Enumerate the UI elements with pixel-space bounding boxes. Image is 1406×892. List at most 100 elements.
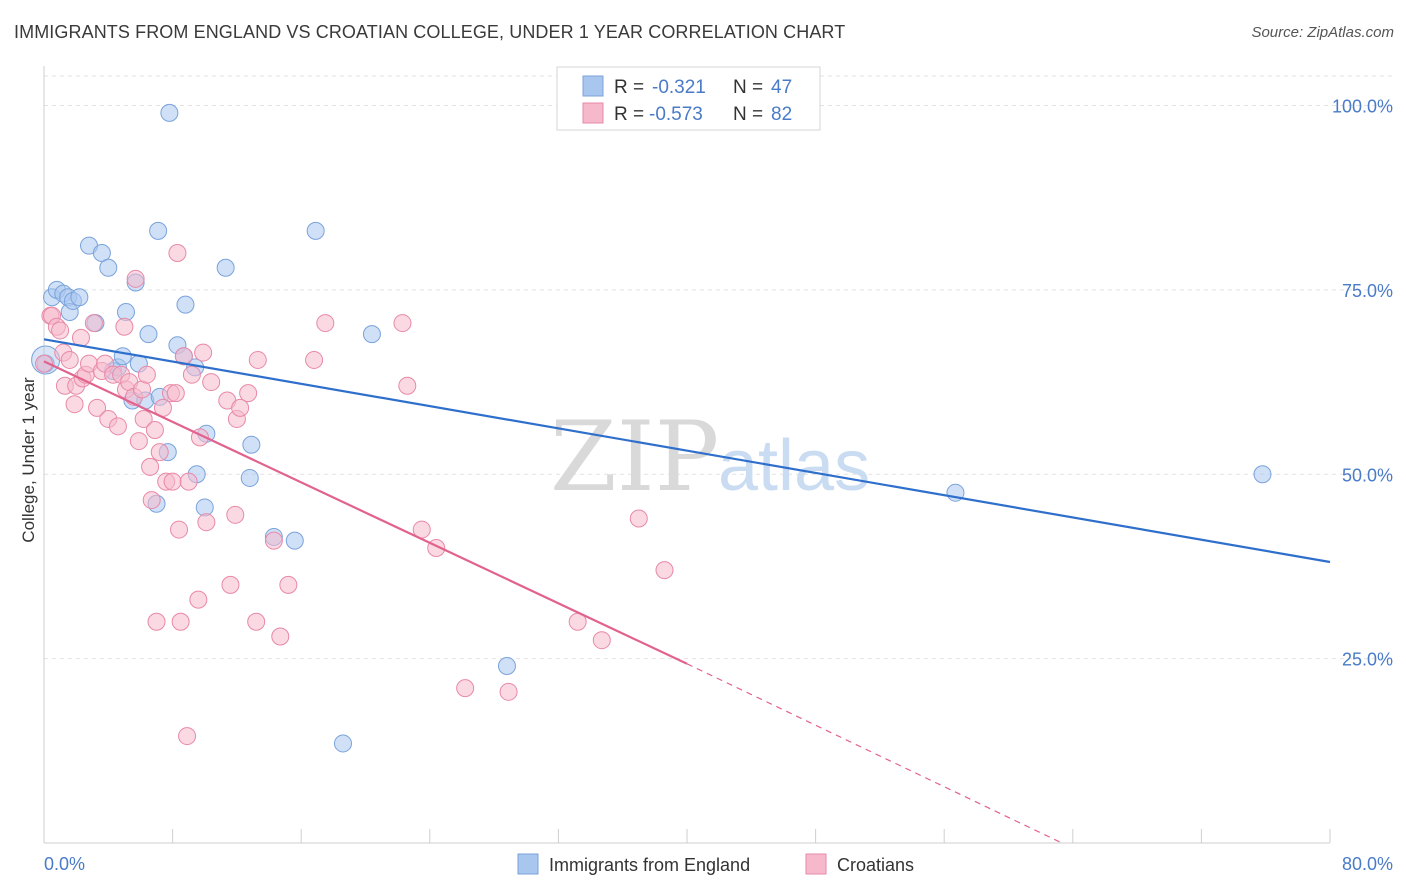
- y-tick-label: 100.0%: [1332, 97, 1393, 117]
- legend-item-croatians-swatch: [805, 853, 827, 875]
- grid-lines: [44, 75, 1392, 660]
- legend-n-value-1: 47: [771, 77, 792, 98]
- croatians-point: [35, 354, 53, 373]
- croatians-point: [168, 244, 187, 262]
- legend-swatch-blue: [582, 75, 604, 97]
- y-tick-label: 50.0%: [1342, 465, 1393, 485]
- croatians-point: [137, 365, 156, 384]
- croatians-point: [147, 612, 166, 631]
- croatians-point: [51, 321, 70, 340]
- croatians-point: [456, 679, 475, 698]
- x-tick-label-min: 0.0%: [44, 854, 85, 874]
- england-point: [149, 221, 168, 240]
- england-point: [139, 325, 158, 344]
- legend-item-croatians-label: Croatians: [837, 855, 914, 875]
- croatians-point: [129, 432, 148, 451]
- england-point: [176, 295, 195, 314]
- series-immigrants-from-england: [31, 96, 1272, 753]
- croatians-point: [221, 575, 240, 594]
- croatians-point: [126, 269, 145, 288]
- croatians-point: [655, 561, 674, 580]
- croatians-point: [271, 627, 290, 646]
- croatians-point: [178, 727, 197, 746]
- legend-item-england-label: Immigrants from England: [549, 855, 750, 875]
- y-tick-label: 25.0%: [1342, 650, 1393, 670]
- croatians-point: [171, 612, 190, 631]
- croatians-point: [231, 398, 250, 417]
- england-point: [306, 221, 325, 240]
- england-point: [497, 657, 516, 675]
- croatians-point: [179, 472, 198, 491]
- croatians-point: [166, 384, 185, 403]
- legend-n-label-1: N =: [733, 77, 763, 98]
- croatians-point: [398, 376, 417, 395]
- england-point: [99, 258, 118, 277]
- legend-r-value-2: -0.573: [649, 104, 703, 125]
- croatians-point: [141, 457, 160, 476]
- croatians-point: [170, 520, 189, 539]
- legend-r-label-2: R =: [614, 104, 644, 125]
- england-point: [333, 734, 352, 753]
- legend-n-label-2: N =: [733, 104, 763, 125]
- croatians-point: [189, 590, 208, 609]
- croatians-point: [142, 491, 161, 510]
- croatians-trend-extension: [686, 663, 1063, 844]
- croatians-point: [279, 575, 298, 594]
- croatians-point: [65, 395, 84, 414]
- series-legend: Immigrants from England Croatians: [517, 853, 914, 875]
- england-trend-line: [43, 338, 1331, 564]
- y-axis-title: College, Under 1 year: [19, 377, 38, 543]
- watermark-atlas: atlas: [718, 426, 870, 506]
- croatians-point: [115, 317, 134, 336]
- croatians-point: [247, 612, 266, 631]
- croatians-point: [145, 421, 164, 439]
- croatians-trend-line: [43, 360, 688, 665]
- legend-n-value-2: 82: [771, 104, 792, 125]
- croatians-point: [499, 682, 518, 701]
- england-point: [362, 325, 381, 344]
- england-point: [285, 531, 304, 550]
- croatians-point: [264, 531, 283, 550]
- legend-swatch-pink: [582, 102, 604, 124]
- croatians-point: [174, 347, 193, 366]
- croatians-point: [194, 343, 213, 362]
- croatians-point: [202, 373, 221, 392]
- england-point: [1253, 465, 1272, 484]
- croatians-point: [197, 513, 216, 532]
- england-point: [242, 435, 261, 454]
- croatians-point: [60, 350, 79, 369]
- legend-r-value-1: -0.321: [652, 77, 706, 98]
- series-croatians: [35, 244, 674, 746]
- chart-source: Source: ZipAtlas.com: [1251, 24, 1394, 41]
- x-tick-labels: 0.0% 80.0%: [44, 854, 1393, 874]
- croatians-point: [163, 472, 182, 491]
- croatians-point: [393, 314, 412, 333]
- croatians-point: [316, 314, 335, 333]
- croatians-point: [84, 314, 103, 333]
- croatians-point: [226, 505, 245, 524]
- england-point: [70, 288, 89, 307]
- x-tick-label-max: 80.0%: [1342, 854, 1393, 874]
- croatians-point: [248, 350, 267, 369]
- y-tick-label: 75.0%: [1342, 281, 1393, 301]
- england-point: [160, 103, 179, 122]
- y-tick-labels: 25.0% 50.0% 75.0% 100.0%: [1332, 97, 1393, 670]
- watermark: ZIP atlas: [550, 401, 870, 513]
- croatians-point: [305, 350, 324, 369]
- croatians-point: [629, 509, 648, 528]
- chart-title: IMMIGRANTS FROM ENGLAND VS CROATIAN COLL…: [14, 22, 846, 42]
- watermark-zip: ZIP: [550, 401, 719, 513]
- england-point: [113, 347, 132, 366]
- correlation-legend: R = -0.321 N = 47 R = -0.573 N = 82: [556, 66, 821, 131]
- croatians-point: [134, 409, 153, 428]
- croatians-point: [108, 417, 127, 436]
- croatians-point: [592, 631, 611, 650]
- trend-lines: [43, 338, 1331, 844]
- legend-r-label-1: R =: [614, 77, 644, 98]
- croatians-point: [182, 365, 201, 384]
- england-point: [216, 258, 235, 277]
- croatians-point: [239, 384, 258, 403]
- axes: [43, 66, 1331, 844]
- croatians-point: [150, 443, 169, 462]
